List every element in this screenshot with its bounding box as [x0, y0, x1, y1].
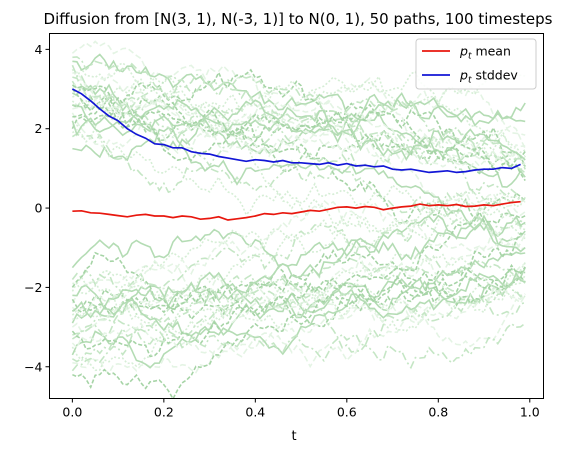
y-axis: −4 −2 0 2 4	[24, 42, 50, 374]
diffusion-path	[72, 77, 526, 240]
diffusion-path	[72, 98, 526, 162]
y-tick-label: −4	[24, 359, 42, 374]
diffusion-path	[71, 88, 526, 182]
x-tick-label: 0.8	[428, 405, 448, 420]
chart-title: Diffusion from [N(3, 1), N(-3, 1)] to N(…	[44, 10, 553, 28]
diffusion-path	[72, 271, 526, 356]
diffusion-path	[71, 294, 526, 363]
legend-mean-label: pt mean	[459, 44, 511, 62]
y-tick-label: −2	[24, 280, 42, 295]
diffusion-path	[71, 251, 526, 369]
plot-frame	[49, 33, 544, 399]
diffusion-path	[71, 78, 526, 217]
diffusion-path	[72, 96, 526, 169]
diffusion-path	[71, 251, 526, 309]
diffusion-path	[71, 199, 526, 313]
x-tick-label: 0.0	[62, 405, 82, 420]
diffusion-path	[71, 266, 526, 340]
diffusion-path	[71, 80, 526, 174]
y-tick-label: 4	[35, 42, 43, 57]
x-axis: 0.0 0.2 0.4 0.6 0.8 1.0	[62, 398, 540, 420]
diffusion-path	[72, 249, 526, 321]
diffusion-path	[72, 126, 526, 247]
diffusion-path	[71, 91, 526, 137]
diffusion-path	[71, 267, 526, 324]
diffusion-path	[71, 216, 526, 297]
diffusion-path	[71, 236, 526, 304]
diffusion-path	[71, 64, 526, 202]
y-tick-label: 2	[35, 121, 43, 136]
diffusion-path	[72, 191, 526, 300]
legend-stddev-label: pt stddev	[459, 68, 518, 86]
x-axis-label: t	[291, 429, 296, 444]
diffusion-path	[72, 71, 526, 168]
diffusion-path	[71, 132, 526, 229]
diffusion-path	[72, 56, 526, 170]
y-tick-label: 0	[35, 201, 43, 216]
background-paths	[71, 40, 526, 401]
diffusion-path	[71, 289, 526, 348]
diffusion-path	[72, 263, 526, 401]
diffusion-path	[71, 287, 526, 372]
diffusion-path	[71, 287, 526, 359]
x-tick-label: 0.2	[154, 405, 174, 420]
x-tick-label: 1.0	[520, 405, 540, 420]
legend: pt mean pt stddev	[415, 38, 537, 90]
diffusion-path	[71, 112, 526, 164]
x-tick-label: 0.6	[337, 405, 357, 420]
mean-series-line	[72, 200, 521, 221]
diffusion-path	[71, 214, 526, 279]
diffusion-path	[72, 53, 526, 127]
diffusion-path	[72, 250, 526, 331]
series-layer	[72, 88, 521, 221]
diffusion-path	[71, 220, 526, 319]
diffusion-path	[71, 274, 526, 372]
diffusion-path	[71, 102, 526, 167]
stddev-series-line	[72, 88, 521, 174]
diffusion-path	[71, 68, 526, 172]
diffusion-path	[71, 210, 526, 358]
x-tick-label: 0.4	[245, 405, 265, 420]
diffusion-path	[71, 100, 526, 160]
